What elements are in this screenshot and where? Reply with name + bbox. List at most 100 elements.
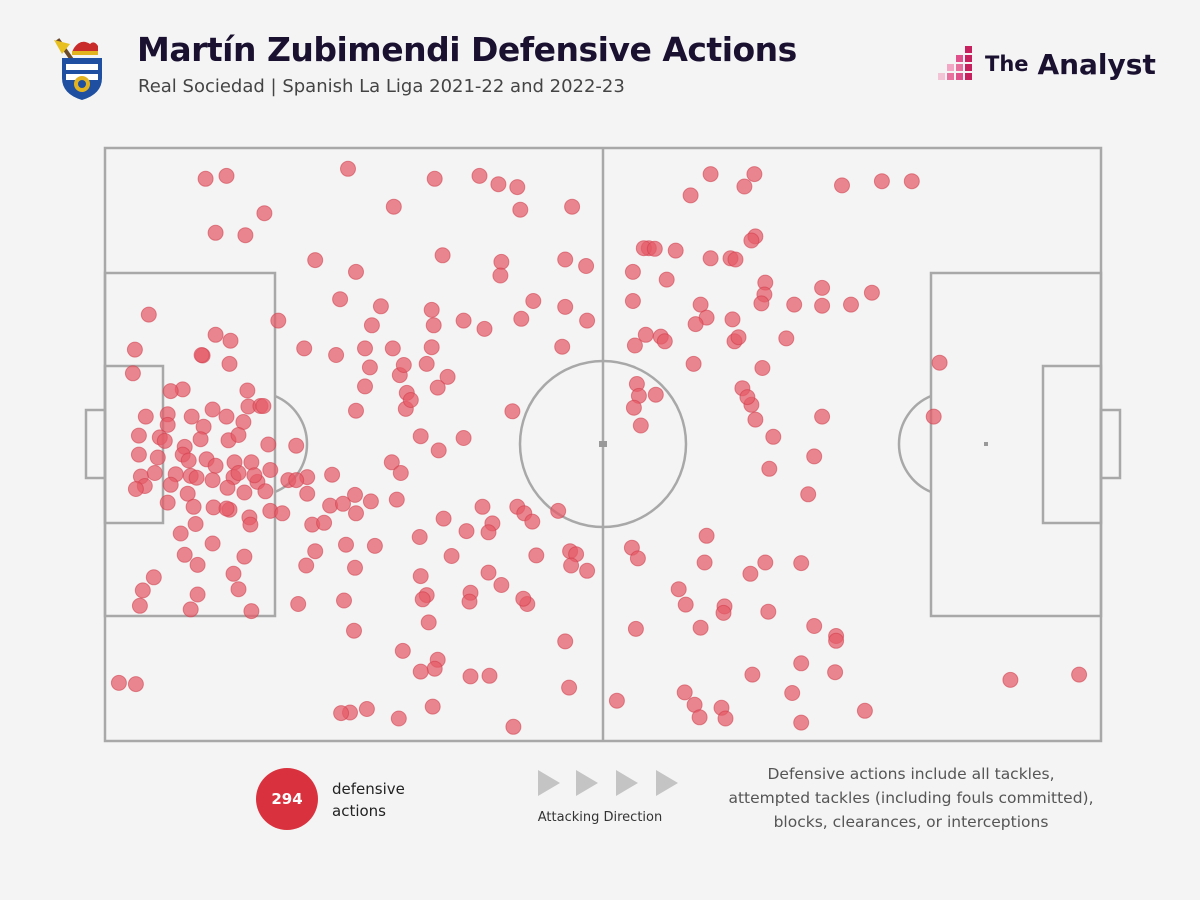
defensive-action-point (372, 298, 389, 315)
defensive-action-point (426, 660, 443, 677)
defensive-action-point (730, 329, 747, 346)
defensive-action-point (843, 296, 859, 313)
defensive-action-point (698, 527, 715, 544)
defensive-action-point (176, 546, 193, 563)
defensive-action-point (307, 252, 324, 269)
defensive-action-point (834, 177, 850, 194)
defensive-action-point (134, 582, 151, 599)
defensive-action-point (340, 160, 356, 177)
direction-arrow-icon (616, 770, 638, 796)
defensive-action-point (130, 427, 147, 444)
defensive-action-point (828, 632, 845, 649)
defensive-action-point (324, 466, 341, 483)
defensive-action-point (230, 581, 247, 598)
defensive-action-point (145, 569, 162, 586)
defensive-action-point (667, 242, 684, 259)
defensive-action-point (557, 633, 574, 650)
defensive-action-point (204, 401, 221, 418)
defensive-action-point (288, 472, 305, 489)
defensive-action-point (385, 198, 402, 215)
defensive-action-point (717, 710, 734, 727)
centre-spot (599, 441, 607, 447)
defensive-action-point (814, 297, 831, 314)
defensive-action-point (793, 555, 810, 572)
defensive-action-point (658, 271, 675, 288)
defensive-action-point (127, 676, 144, 693)
defensive-action-point (328, 347, 345, 363)
defensive-action-point (402, 392, 419, 408)
defensive-action-point (348, 505, 364, 522)
defensive-action-point (383, 454, 400, 471)
defensive-action-point (149, 449, 166, 466)
brand-name-text: Analyst (1037, 47, 1156, 81)
defensive-action-point (931, 354, 948, 371)
defensive-action-point (222, 332, 239, 349)
defensive-action-point (742, 565, 759, 582)
brand-the-text: The (985, 51, 1029, 76)
defensive-action-point (743, 232, 760, 249)
chart-subtitle: Real Sociedad | Spanish La Liga 2021-22 … (138, 76, 625, 97)
defensive-action-point (333, 705, 350, 722)
defensive-action-point (159, 416, 176, 433)
defensive-action-point (130, 446, 147, 463)
defensive-action-point (687, 316, 704, 333)
defensive-action-point (346, 622, 362, 639)
definition-line-1: Defensive actions include all tackles, (767, 765, 1055, 783)
defensive-action-point (863, 284, 880, 301)
defensive-action-point (348, 402, 364, 419)
defensive-action-point (691, 709, 708, 726)
defensive-action-point (189, 586, 206, 603)
defensive-action-point (806, 618, 823, 634)
defensive-action-point (814, 408, 831, 425)
defensive-action-point (557, 251, 574, 268)
defensive-action-point (761, 460, 778, 477)
defensive-action-point (336, 592, 352, 609)
defensive-action-point (193, 347, 210, 363)
defensive-action-point (204, 472, 221, 489)
defensive-action-point (361, 359, 378, 376)
defensive-action-point (480, 564, 497, 581)
defensive-action-point (656, 333, 673, 350)
the-analyst-logo-icon (938, 46, 972, 80)
defensive-action-point (647, 386, 664, 403)
defensive-action-point (632, 417, 649, 434)
defensive-action-point (677, 596, 694, 613)
right-goal (1099, 408, 1122, 480)
defensive-action-point (509, 179, 526, 196)
defensive-action-point (458, 523, 475, 540)
centre-circle (518, 359, 688, 529)
defensive-action-point (724, 311, 741, 328)
defensive-action-point (754, 360, 771, 376)
defensive-action-point (182, 601, 199, 618)
brand-logo: The Analyst (935, 44, 1156, 84)
defensive-action-point (800, 486, 817, 503)
defensive-action-point (747, 411, 764, 428)
defensive-action-point (513, 310, 530, 327)
defensive-action-point (425, 317, 442, 334)
defensive-action-point (390, 710, 407, 727)
defensive-action-point (256, 205, 273, 222)
defensive-action-point (243, 454, 260, 471)
defensive-action-point (786, 296, 803, 313)
defensive-action-point (260, 436, 277, 453)
defensive-action-point (702, 250, 719, 267)
defensive-action-point (307, 543, 324, 560)
defensive-action-point (414, 591, 431, 608)
defensive-action-point (363, 317, 380, 334)
defensive-action-point (237, 227, 254, 244)
defensive-action-point (110, 674, 127, 691)
defensive-action-point (426, 170, 443, 187)
defensive-action-point (702, 166, 719, 183)
defensive-action-point (563, 557, 580, 574)
defensive-action-point (627, 620, 644, 637)
defensive-action-point (236, 484, 253, 501)
defensive-action-point (420, 614, 437, 631)
direction-arrow-icon (538, 770, 560, 796)
count-label-line-2: actions (332, 802, 386, 820)
direction-arrow-icon (576, 770, 598, 796)
defensive-action-point (146, 465, 163, 481)
defensive-action-point (270, 312, 287, 329)
defensive-action-point (188, 469, 205, 486)
defensive-action-point (366, 537, 383, 554)
defensive-action-point (515, 590, 532, 607)
